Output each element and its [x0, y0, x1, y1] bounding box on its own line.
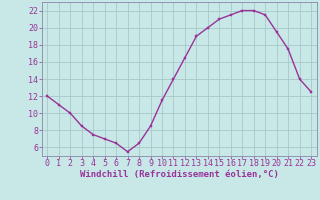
X-axis label: Windchill (Refroidissement éolien,°C): Windchill (Refroidissement éolien,°C) [80, 170, 279, 179]
